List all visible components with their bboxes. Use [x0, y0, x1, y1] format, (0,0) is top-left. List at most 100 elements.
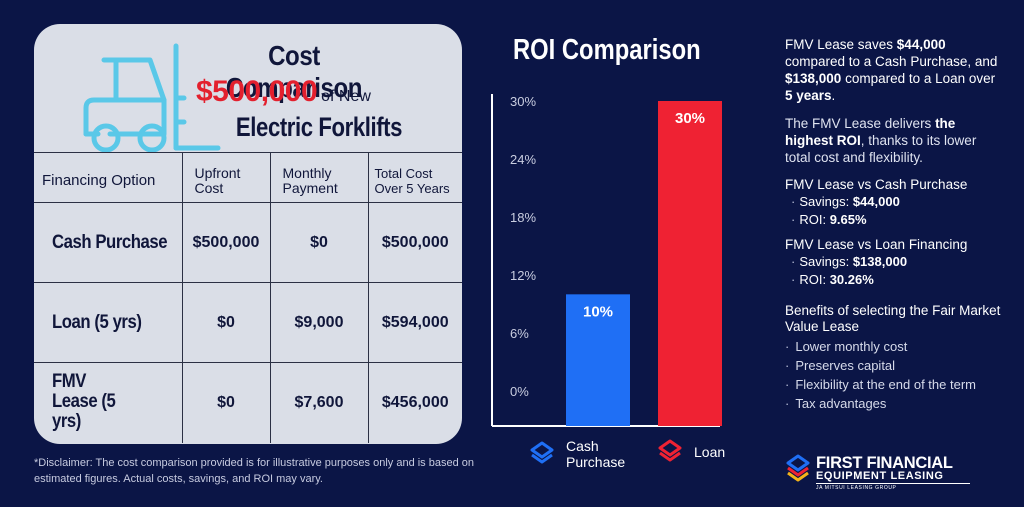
row-total: $594,000 [367, 282, 462, 363]
logo-mark-icon [786, 454, 810, 482]
cmp2-heading: FMV Lease vs Loan Financing [785, 237, 968, 252]
legend-cash-label: Cash Purchase [566, 438, 626, 470]
chart-title: ROI Comparison [513, 34, 701, 66]
y-tick-label: 30% [510, 94, 536, 109]
card-title-line1: Cost Comparison [225, 40, 363, 103]
legend-loan-label: Loan [694, 444, 726, 460]
summary-paragraph-1: FMV Lease saves $44,000 compared to a Ca… [785, 36, 1005, 104]
summary-column: FMV Lease saves $44,000 compared to a Ca… [785, 36, 1005, 413]
benefit-item: · Preserves capital [785, 356, 1005, 375]
header-monthly-payment: Monthly Payment [269, 152, 369, 203]
table-header-row: Financing Option Upfront Cost Monthly Pa… [34, 152, 462, 203]
y-tick-label: 24% [510, 152, 536, 167]
cmp1-heading: FMV Lease vs Cash Purchase [785, 177, 968, 192]
benefit-item: · Flexibility at the end of the term [785, 375, 1005, 394]
logo-line3: JA MITSUI LEASING GROUP [816, 485, 897, 491]
legend-loan: Loan [656, 438, 725, 466]
text-span: $44,000 [852, 194, 900, 209]
text-span: , thanks to its lower total cost and fle… [785, 133, 977, 165]
bar-data-label: 30% [675, 110, 705, 127]
row-upfront: $500,000 [181, 202, 271, 283]
loan-stack-icon [658, 439, 682, 462]
text-span: the highest ROI [785, 116, 956, 148]
logo-rule [816, 483, 970, 484]
row-option: FMV Lease (5 yrs) [34, 362, 183, 443]
row-total: $456,000 [367, 362, 462, 443]
row-monthly: $7,600 [269, 362, 369, 443]
bar-data-label: 10% [583, 303, 613, 320]
header-upfront-cost: Upfront Cost [181, 152, 271, 203]
y-tick-label: 18% [510, 210, 536, 225]
bullet: · [785, 377, 790, 392]
text-span: FMV Lease saves [785, 37, 897, 52]
cost-comparison-table: Financing Option Upfront Cost Monthly Pa… [34, 152, 462, 443]
row-upfront: $0 [181, 362, 271, 443]
bullet: · [791, 194, 796, 209]
row-option-label: Cash Purchase [52, 231, 168, 253]
row-upfront: $0 [181, 282, 271, 363]
text-span: $138,000 [852, 254, 908, 269]
text-span: Lower monthly cost [795, 339, 908, 354]
text-span: compared to a Cash Purchase, and [785, 54, 998, 69]
text-span: ROI: [799, 272, 830, 287]
text-span: 9.65% [829, 212, 867, 227]
text-span: 5 years [785, 88, 832, 103]
cost-comparison-card: Cost Comparison $500,000 of New Electric … [34, 24, 462, 444]
company-logo: FIRST FINANCIAL EQUIPMENT LEASING JA MIT… [786, 452, 986, 492]
table-row: FMV Lease (5 yrs) $0 $7,600 $456,000 [34, 362, 462, 443]
bullet: · [785, 396, 790, 411]
cmp2-roi: · ROI: 30.26% [785, 271, 1005, 289]
text-span: Savings: [799, 254, 853, 269]
card-title-line3: Electric Forklifts [235, 112, 403, 142]
bullet: · [791, 212, 796, 227]
text-span: . [831, 88, 836, 103]
bullet: · [785, 339, 790, 354]
header-total-cost: Total Cost Over 5 Years [367, 152, 462, 203]
text-span: The FMV Lease delivers [785, 116, 936, 131]
y-tick-label: 0% [510, 384, 529, 399]
logo-line1: FIRST FINANCIAL [816, 454, 953, 472]
cmp2-savings: · Savings: $138,000 [785, 253, 1005, 271]
bullet: · [791, 254, 796, 269]
row-option: Cash Purchase [34, 202, 183, 283]
row-total: $500,000 [367, 202, 462, 283]
bullet: · [791, 272, 796, 287]
text-span: 30.26% [829, 272, 874, 287]
legend-cash: Cash Purchase [528, 438, 636, 470]
row-monthly: $9,000 [269, 282, 369, 363]
text-span: Tax advantages [795, 396, 887, 411]
card-title-amount: $500,000 [196, 75, 318, 108]
header-financing-option: Financing Option [34, 152, 183, 203]
card-title-of: of New [321, 88, 371, 105]
bar-cash-purchase [566, 294, 630, 426]
table-row: Loan (5 yrs) $0 $9,000 $594,000 [34, 282, 462, 363]
text-span: Flexibility at the end of the term [795, 377, 976, 392]
forklift-icon [83, 43, 221, 153]
benefit-item: · Tax advantages [785, 394, 1005, 413]
text-span: Preserves capital [795, 358, 896, 373]
text-span: ROI: [799, 212, 830, 227]
row-monthly: $0 [269, 202, 369, 283]
card-title-line2: $500,000 of New [196, 75, 436, 109]
logo-line2: EQUIPMENT LEASING [816, 470, 944, 482]
text-span: $138,000 [785, 71, 842, 86]
row-option-label: Loan (5 yrs) [52, 311, 142, 333]
summary-paragraph-2: The FMV Lease delivers the highest ROI, … [785, 115, 1005, 166]
text-span: $44,000 [896, 37, 946, 52]
y-tick-label: 6% [510, 326, 529, 341]
text-span: Savings: [799, 194, 853, 209]
row-option: Loan (5 yrs) [34, 282, 183, 363]
benefit-item: · Lower monthly cost [785, 337, 1005, 356]
bar-loan [658, 101, 722, 426]
benefits-heading: Benefits of selecting the Fair Market Va… [785, 303, 1001, 334]
text-span: compared to a Loan over [841, 71, 996, 86]
row-option-label: FMV Lease (5 yrs) [52, 371, 116, 433]
bullet: · [785, 358, 790, 373]
cmp1-roi: · ROI: 9.65% [785, 211, 1005, 229]
cash-stack-icon [530, 441, 554, 464]
table-row: Cash Purchase $500,000 $0 $500,000 [34, 202, 462, 283]
roi-bar-chart: 0% 6% 12% 18% 24% 30% 10% 30% [491, 94, 722, 427]
disclaimer-text: *Disclaimer: The cost comparison provide… [34, 457, 475, 485]
cmp1-savings: · Savings: $44,000 [785, 193, 1005, 211]
y-tick-label: 12% [510, 268, 536, 283]
